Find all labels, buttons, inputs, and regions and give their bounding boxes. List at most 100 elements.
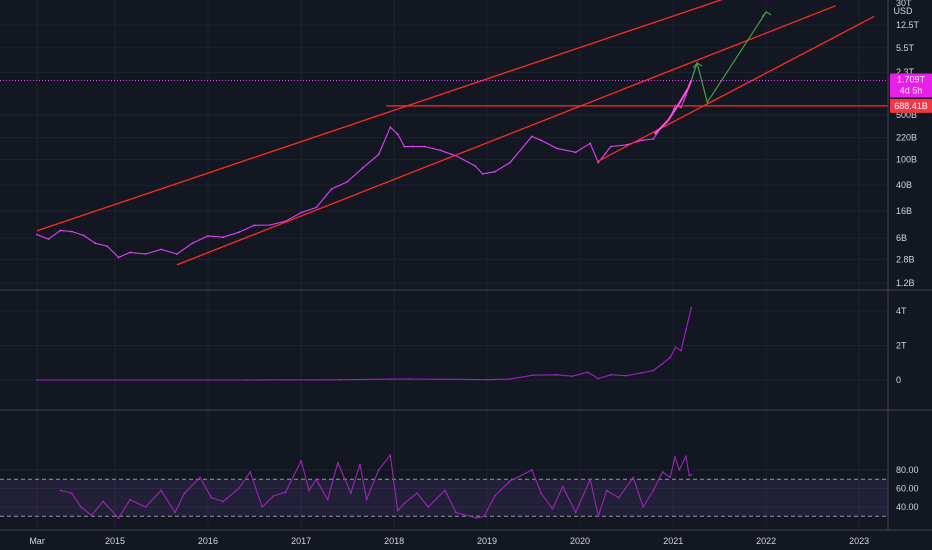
price-series-point: [589, 142, 592, 145]
price-series-point: [94, 242, 97, 245]
oscillator-series-point: [117, 517, 120, 519]
oscillator-series-point: [427, 506, 430, 508]
bar-countdown: 4d 5h: [900, 85, 923, 95]
price-series-point: [362, 166, 364, 169]
price-series-point: [389, 126, 392, 129]
indicator-series-point: [685, 329, 687, 331]
oscillator-series-point: [688, 474, 691, 477]
oscillator-axis-label: 60.00: [896, 484, 919, 494]
x-axis-label-2023: 2023: [849, 536, 869, 546]
oscillator-series-point: [685, 455, 687, 458]
price-axis-label: 2.3T: [896, 67, 915, 77]
drawings-layer[interactable]: [0, 0, 888, 266]
x-axis[interactable]: Mar 2015 2016 2017 2018 2019 2020 2021 2022 2023: [29, 536, 869, 546]
price-axis-label: 5.5T: [896, 43, 915, 53]
price-series-point: [106, 245, 109, 248]
price-axis-label: 40B: [896, 180, 912, 190]
oscillator-series-point: [589, 478, 592, 481]
price-series-point: [597, 161, 600, 164]
x-axis-label-2018: 2018: [384, 536, 404, 546]
last-price-value: 1.709T: [897, 74, 926, 84]
indicator-series-point: [586, 371, 589, 374]
price-series-point: [253, 224, 256, 227]
oscillator-series-point: [389, 454, 392, 457]
oscillator-series-point: [530, 469, 533, 471]
price-axis-label: 6B: [896, 233, 907, 243]
indicator-series-point: [571, 375, 574, 378]
price-series-point: [346, 181, 349, 183]
parabolic-curve[interactable]: [653, 80, 693, 135]
y-axis[interactable]: 30T 12.5T 5.5T 2.3T 500B 220B 100B 40B 16B 6B 2.8B…: [893, 0, 919, 512]
oscillator-series-point: [540, 492, 542, 495]
pane-separators[interactable]: [0, 0, 932, 531]
indicator-series-point: [690, 306, 693, 309]
oscillator-series-point: [359, 463, 361, 466]
price-series-point: [652, 138, 655, 140]
indicator-series-point: [408, 378, 411, 380]
oscillator-series-point: [678, 469, 681, 471]
oscillator-band: [0, 478, 888, 517]
oscillator-series-point: [336, 461, 339, 464]
oscillator-series-point: [79, 506, 82, 508]
price-series-point: [403, 145, 406, 148]
price-series-point: [129, 251, 131, 254]
oscillator-series-point: [597, 515, 600, 518]
price-series: [36, 80, 692, 258]
indicator-series-point: [652, 369, 655, 372]
price-series-point: [47, 238, 50, 240]
oscillator-series-point: [483, 515, 485, 518]
channel-lower-line[interactable]: [598, 15, 875, 162]
indicator-series-point: [674, 346, 677, 349]
price-series-point: [494, 170, 496, 173]
price-series-point: [609, 145, 612, 148]
projection-arrowhead: [761, 11, 772, 18]
indicator-series-point: [661, 362, 664, 365]
oscillator-series-point: [237, 487, 240, 490]
oscillator-series-point: [396, 509, 399, 512]
oscillator-series-point: [199, 476, 201, 479]
channel-middle-line[interactable]: [176, 5, 836, 266]
oscillator-series-point: [315, 478, 318, 481]
oscillator-series-point: [494, 495, 496, 497]
oscillator-series-point: [59, 489, 62, 492]
oscillator-series-point: [249, 470, 252, 473]
price-axis-label: 1.2B: [896, 278, 915, 288]
oscillator-series: [60, 454, 692, 519]
price-series-point: [144, 253, 147, 255]
price-series-point: [396, 133, 399, 136]
oscillator-series-point: [308, 489, 310, 492]
oscillator-series-point: [326, 498, 329, 501]
projection-arrowhead: [692, 62, 703, 69]
oscillator-series-point: [669, 476, 672, 479]
oscillator-series-point: [574, 511, 577, 514]
oscillator-series-point: [617, 496, 620, 499]
oscillator-series-point: [183, 492, 186, 495]
oscillator-series-point: [261, 506, 264, 508]
level-tag: [890, 98, 932, 113]
oscillator-axis-label: 40.00: [896, 502, 919, 512]
oscillator-series-point: [475, 517, 478, 519]
indicator-series-point: [597, 377, 600, 380]
oscillator-series-point: [605, 489, 608, 492]
projection-path[interactable]: [690, 11, 767, 104]
price-series-point: [685, 94, 687, 97]
indicator-series-point: [455, 378, 457, 381]
price-axis-label: 2.8B: [896, 254, 915, 264]
channel-top-line[interactable]: [36, 0, 743, 232]
indicator-axis-label: 2T: [896, 341, 907, 351]
price-series-point: [36, 233, 38, 236]
indicator-series-point: [486, 378, 488, 381]
x-axis-label-Mar: Mar: [29, 536, 45, 546]
last-price-tag: [890, 73, 932, 98]
price-series-point: [680, 106, 682, 109]
indicator-series-point: [641, 371, 644, 374]
indicator-series-point: [389, 378, 392, 381]
price-series-point: [269, 224, 271, 226]
oscillator-series-point: [690, 473, 693, 476]
oscillator-series-point: [674, 456, 676, 458]
price-series-point: [222, 236, 225, 239]
oscillator-series-point: [365, 498, 368, 501]
indicator-axis-label: 0: [896, 375, 901, 385]
x-axis-label-2020: 2020: [570, 536, 590, 546]
